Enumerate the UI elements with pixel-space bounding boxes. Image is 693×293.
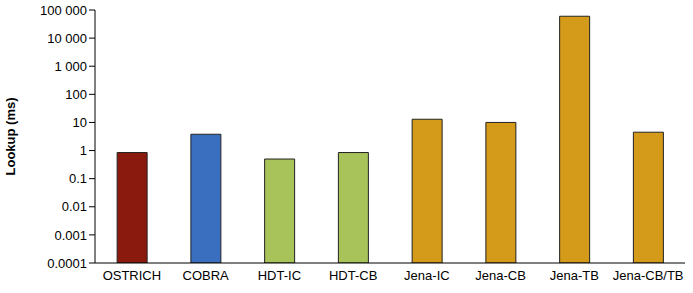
svg-text:HDT-CB: HDT-CB — [329, 268, 377, 283]
svg-text:10: 10 — [73, 115, 87, 130]
svg-text:0.001: 0.001 — [54, 228, 87, 243]
svg-text:100: 100 — [65, 87, 87, 102]
svg-text:100 000: 100 000 — [40, 3, 87, 18]
svg-text:1: 1 — [80, 143, 87, 158]
svg-text:Jena-TB: Jena-TB — [550, 268, 599, 283]
svg-text:0.01: 0.01 — [62, 199, 87, 214]
svg-text:COBRA: COBRA — [183, 268, 230, 283]
svg-text:10 000: 10 000 — [47, 31, 87, 46]
svg-text:OSTRICH: OSTRICH — [103, 268, 162, 283]
svg-text:1 000: 1 000 — [54, 59, 87, 74]
svg-text:0.0001: 0.0001 — [47, 256, 87, 271]
svg-text:Jena-CB/TB: Jena-CB/TB — [613, 268, 684, 283]
svg-text:Jena-CB: Jena-CB — [475, 268, 526, 283]
svg-text:Jena-IC: Jena-IC — [404, 268, 450, 283]
svg-text:Lookup (ms): Lookup (ms) — [8, 98, 18, 176]
svg-text:0.1: 0.1 — [69, 171, 87, 186]
svg-text:HDT-IC: HDT-IC — [258, 268, 301, 283]
